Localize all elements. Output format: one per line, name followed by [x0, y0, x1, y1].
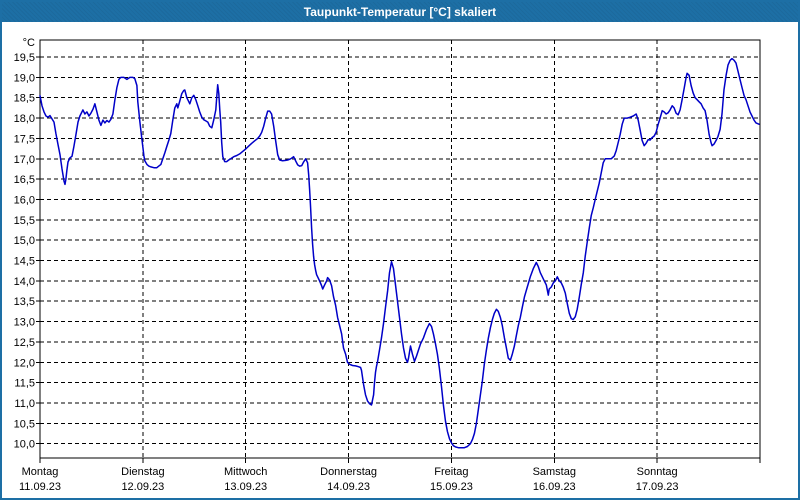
window-titlebar: Taupunkt-Temperatur [°C] skaliert: [2, 2, 798, 22]
x-day-date-label: 13.09.23: [224, 481, 267, 493]
y-tick-label: 18,0: [14, 113, 35, 125]
y-tick-label: 15,0: [14, 235, 35, 247]
y-tick-label: 17,5: [14, 133, 35, 145]
y-tick-label: 13,5: [14, 296, 35, 308]
y-tick-label: 14,0: [14, 276, 35, 288]
x-day-name-label: Dienstag: [121, 466, 164, 478]
y-tick-label: 11,0: [14, 398, 35, 410]
chart-canvas: °C 19,5 19,0 18,5 18,0 17,5 17,0 16,5 16,0 15,5 15…: [14, 37, 761, 493]
y-tick-label: 15,5: [14, 215, 35, 227]
y-tick-label: 17,0: [14, 154, 35, 166]
x-day-date-label: 17.09.23: [636, 481, 679, 493]
window-title: Taupunkt-Temperatur [°C] skaliert: [303, 5, 497, 19]
y-tick-label: 18,5: [14, 93, 35, 105]
x-day-date-label: 14.09.23: [327, 481, 370, 493]
y-tick-label: 10,5: [14, 418, 35, 430]
y-tick-label: 10,0: [14, 439, 35, 451]
x-day-name-label: Mittwoch: [224, 466, 267, 478]
y-gridlines: [40, 56, 760, 445]
y-tick-label: 13,0: [14, 317, 35, 329]
y-tick-label: 11,5: [14, 378, 35, 390]
y-tick-label: 12,0: [14, 357, 35, 369]
x-day-name-label: Sonntag: [637, 466, 678, 478]
plot-background: [40, 40, 760, 458]
x-day-date-label: 15.09.23: [430, 481, 473, 493]
x-day-name-label: Freitag: [434, 466, 468, 478]
x-day-name-label: Donnerstag: [320, 466, 377, 478]
y-tick-label: 19,5: [14, 52, 35, 64]
x-day-date-label: 12.09.23: [121, 481, 164, 493]
y-tick-label: 12,5: [14, 337, 35, 349]
y-tick-label: 19,0: [14, 72, 35, 84]
x-day-date-label: 16.09.23: [533, 481, 576, 493]
y-tick-label: 14,5: [14, 256, 35, 268]
y-tick-label: 16,0: [14, 194, 35, 206]
x-day-date-label: 11.09.23: [19, 481, 61, 493]
y-tick-label: 16,5: [14, 174, 35, 186]
dewpoint-temperature-line: [39, 57, 760, 449]
y-tick-labels: 19,5 19,0 18,5 18,0 17,5 17,0 16,5 16,0 15,5 15,0…: [14, 52, 35, 451]
x-day-name-label: Montag: [22, 466, 59, 478]
chart-area: °C 19,5 19,0 18,5 18,0 17,5 17,0 16,5 16,0 15,5 15…: [2, 22, 798, 496]
x-day-name-label: Samstag: [533, 466, 576, 478]
axis-ticks: [36, 56, 761, 463]
x-day-labels: Montag 11.09.23 Dienstag 12.09.23 Mittwoch 13…: [19, 466, 679, 493]
plot-frame: [39, 39, 761, 459]
y-axis-unit-label: °C: [23, 37, 35, 49]
